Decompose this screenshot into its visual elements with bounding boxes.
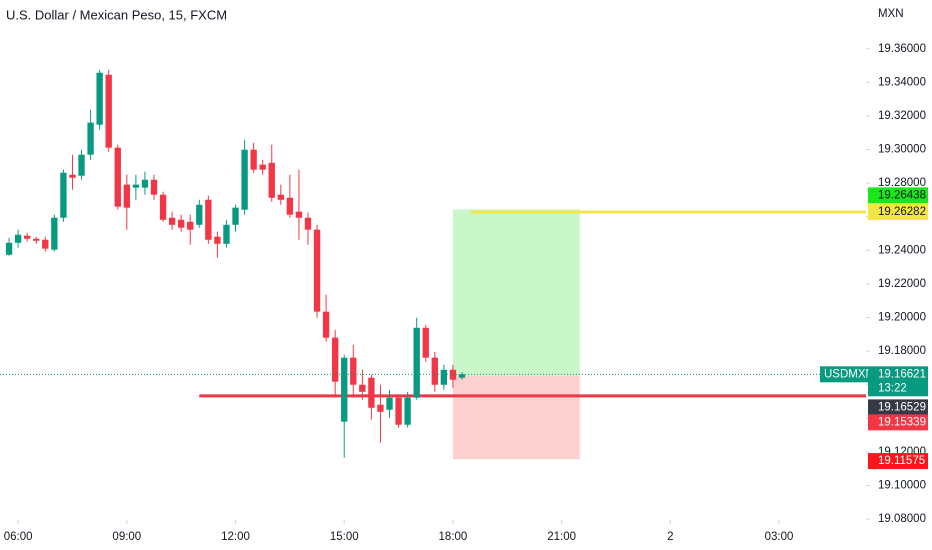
y-tick-label: 19.20000 bbox=[878, 312, 926, 324]
candle-body bbox=[350, 357, 357, 385]
candle-body bbox=[341, 357, 348, 422]
candle-body bbox=[96, 72, 103, 125]
x-tick-label: 06:00 bbox=[4, 531, 33, 543]
candle-body bbox=[232, 207, 239, 225]
candle-body bbox=[87, 122, 94, 155]
target-label-bg bbox=[868, 187, 928, 204]
candle-body bbox=[386, 397, 393, 410]
x-tick-label: 15:00 bbox=[330, 531, 359, 543]
candle-body bbox=[241, 149, 248, 210]
candle-body bbox=[395, 397, 402, 425]
candle-body bbox=[413, 327, 420, 398]
candle-body bbox=[286, 197, 294, 215]
candle-body bbox=[196, 204, 203, 225]
candle-body bbox=[404, 397, 411, 425]
y-tick-label: 19.22000 bbox=[878, 278, 926, 290]
candle-body bbox=[159, 194, 167, 220]
candle-body bbox=[105, 74, 112, 148]
candle-body bbox=[313, 229, 321, 312]
candle-body bbox=[205, 199, 212, 240]
entry-label-bg bbox=[868, 399, 928, 416]
candle-body bbox=[250, 149, 257, 170]
candle-body bbox=[277, 194, 284, 200]
candle-body bbox=[268, 162, 275, 198]
line-label-bg bbox=[868, 203, 928, 220]
x-tick-label: 2 bbox=[667, 531, 673, 543]
candle-body bbox=[33, 238, 40, 241]
candle-body bbox=[458, 374, 466, 378]
x-tick-label: 12:00 bbox=[221, 531, 250, 543]
candle-body bbox=[440, 369, 448, 385]
candle-body bbox=[377, 404, 384, 412]
loss-zone bbox=[452, 375, 580, 460]
y-tick-label: 19.28000 bbox=[878, 177, 926, 189]
candle-body bbox=[51, 217, 58, 250]
y-tick-label: 19.32000 bbox=[878, 110, 926, 122]
candle-body bbox=[223, 224, 230, 244]
countdown-label: 13:22 bbox=[878, 382, 907, 394]
plot-area bbox=[0, 69, 866, 460]
candle-body bbox=[431, 357, 438, 385]
x-tick-label: 18:00 bbox=[439, 531, 468, 543]
y-tick-label: 19.30000 bbox=[878, 144, 926, 156]
candle-body bbox=[259, 164, 266, 170]
x-tick-label: 03:00 bbox=[765, 531, 794, 543]
last-price-bg bbox=[868, 366, 928, 397]
candle-body bbox=[178, 219, 185, 228]
candle-body bbox=[449, 369, 457, 380]
candle-body bbox=[331, 337, 339, 382]
y-tick-label: 19.34000 bbox=[878, 76, 926, 88]
candle-body bbox=[60, 172, 67, 218]
chart-title: U.S. Dollar / Mexican Peso, 15, FXCM bbox=[6, 7, 227, 22]
candle-body bbox=[150, 179, 158, 195]
candle-body bbox=[295, 211, 303, 218]
line-label-bg bbox=[868, 414, 928, 431]
candle-body bbox=[322, 311, 330, 338]
y-tick-label: 19.18000 bbox=[878, 345, 926, 357]
candle-body bbox=[368, 377, 375, 408]
stop-label-bg bbox=[868, 453, 928, 470]
x-tick-label: 09:00 bbox=[112, 531, 141, 543]
stop-label: 19.11575 bbox=[878, 455, 925, 467]
candle-body bbox=[304, 217, 312, 230]
line-label: 19.26282 bbox=[878, 206, 926, 218]
y-tick-label: 19.08000 bbox=[878, 513, 926, 525]
candle-body bbox=[24, 235, 31, 239]
y-tick-label: 19.10000 bbox=[878, 480, 926, 492]
x-tick-label: 21:00 bbox=[547, 531, 576, 543]
candle-body bbox=[132, 184, 140, 188]
candle-body bbox=[168, 217, 176, 225]
candle-body bbox=[187, 221, 194, 230]
line-label: 19.15339 bbox=[878, 416, 926, 428]
last-price-label: 19.16621 bbox=[878, 368, 926, 380]
profit-zone bbox=[452, 209, 580, 376]
candle-body bbox=[359, 384, 366, 392]
y-tick-label: 19.24000 bbox=[878, 244, 926, 256]
candle-body bbox=[14, 234, 22, 243]
symbol-label-bg bbox=[820, 366, 868, 383]
candle-body bbox=[69, 174, 76, 178]
candle-body bbox=[42, 239, 49, 249]
currency-label: MXN bbox=[878, 8, 904, 20]
y-tick-label: 19.36000 bbox=[878, 43, 926, 55]
candle-body bbox=[214, 236, 221, 244]
candle-body bbox=[5, 242, 13, 255]
target-label: 19.26438 bbox=[878, 189, 926, 201]
candle-body bbox=[78, 154, 85, 176]
entry-label: 19.16529 bbox=[878, 401, 926, 413]
symbol-label: USDMXN bbox=[824, 368, 874, 380]
candle-body bbox=[141, 179, 149, 188]
candle-body bbox=[422, 327, 429, 358]
candle-body bbox=[123, 184, 130, 208]
candle-body bbox=[114, 147, 121, 207]
